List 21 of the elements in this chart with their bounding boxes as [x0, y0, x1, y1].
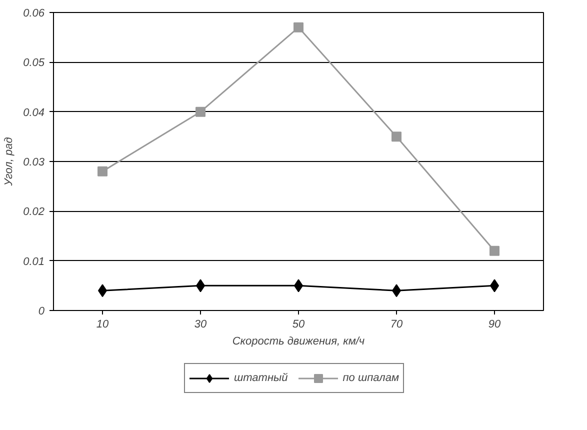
y-tick-label: 0.01 [23, 256, 45, 268]
legend-label: штатный [234, 372, 288, 384]
point [294, 22, 304, 32]
y-tick-label: 0.06 [23, 8, 46, 20]
y-tick-label: 0.03 [23, 156, 46, 168]
x-tick-label: 70 [390, 318, 404, 330]
legend-label: по шпалам [342, 372, 399, 384]
x-tick-label: 90 [488, 318, 502, 330]
y-tick-label: 0.05 [23, 57, 46, 70]
x-tick-label: 10 [96, 318, 110, 330]
point [490, 246, 500, 256]
y-tick-label: 0.04 [23, 106, 45, 119]
y-tick-label: 0 [38, 306, 46, 318]
y-tick-label: 0.02 [23, 206, 45, 218]
y-axis-title: Угол, рад [3, 137, 16, 187]
point [98, 166, 108, 176]
point [196, 106, 206, 117]
x-tick-label: 50 [292, 318, 306, 330]
x-tick-label: 30 [194, 318, 208, 330]
point [392, 132, 402, 142]
x-axis-title: Скорость движения, км/ч [232, 336, 365, 348]
